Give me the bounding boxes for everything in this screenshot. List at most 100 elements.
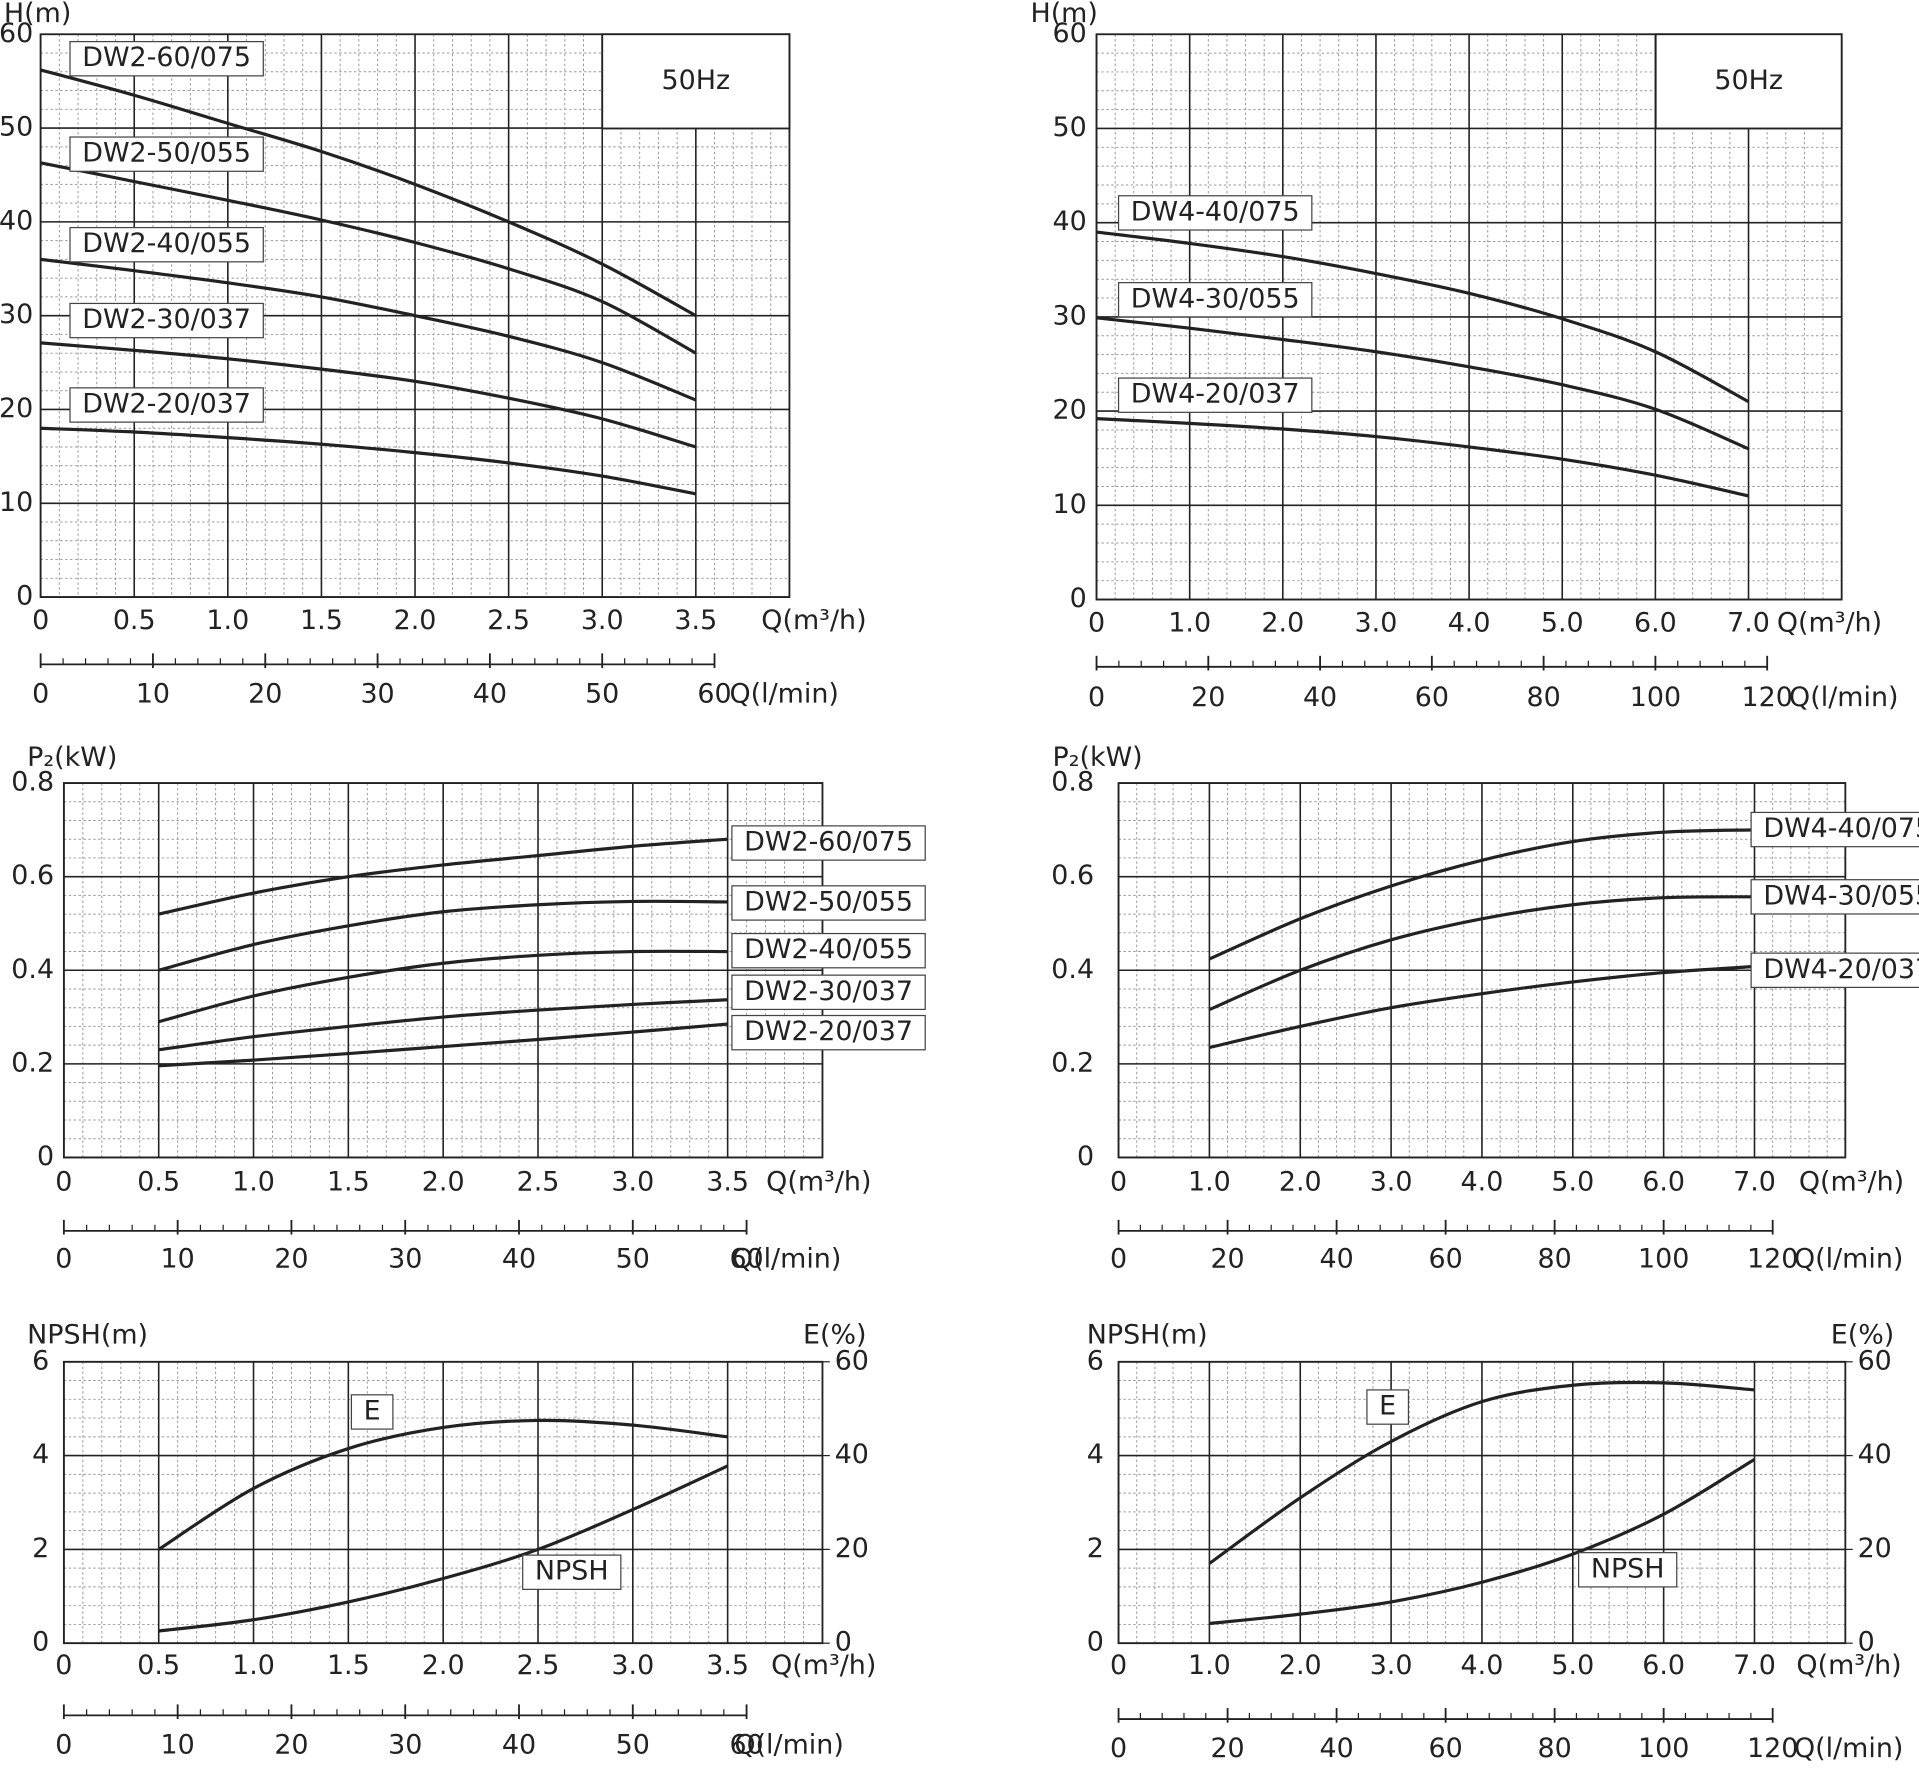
series-line xyxy=(1096,316,1750,451)
x2-tick-label: 60 xyxy=(697,678,731,709)
x-tick-label: 2.5 xyxy=(517,1167,560,1198)
chart-panel: 0 1.0 2.0 3.0 4.0 5.0 6.0 7.0 0 0.2 0.4 0.6 0.8P₂(kW… xyxy=(1051,742,1919,1275)
x-axis-title: Q(m³/h) xyxy=(1796,1650,1901,1681)
x-axis-title: Q(m³/h) xyxy=(766,1167,871,1198)
x2-tick-label: 40 xyxy=(1303,682,1337,713)
y-tick-label: 0.6 xyxy=(11,860,54,891)
x-tick-label: 5.0 xyxy=(1541,608,1584,639)
x-tick-label: 0 xyxy=(32,605,49,636)
y-tick-label: 0.2 xyxy=(1051,1047,1094,1078)
y2-tick-label: 0 xyxy=(1858,1627,1875,1658)
series-label: E xyxy=(1379,1391,1396,1422)
y-tick-label: 10 xyxy=(0,487,33,518)
y-tick-label: 0 xyxy=(1070,583,1087,614)
y-tick-label: 20 xyxy=(1052,395,1086,426)
y-tick-label: 0 xyxy=(1077,1141,1094,1172)
y2-tick-label: 20 xyxy=(835,1533,869,1564)
series-label-box xyxy=(1117,282,1313,318)
x2-tick-label: 50 xyxy=(585,678,619,709)
x2-tick-label: 120 xyxy=(1747,1733,1798,1764)
x2-tick-label: 40 xyxy=(1319,1244,1353,1275)
x2-tick-label: 20 xyxy=(248,678,282,709)
x2-tick-label: 120 xyxy=(1741,682,1792,713)
x-tick-label: 2.0 xyxy=(422,1167,465,1198)
chart-panel: 0 1.0 2.0 3.0 4.0 5.0 6.0 7.00102030405060H(m)Q… xyxy=(1030,0,1898,713)
y-tick-label: 6 xyxy=(1087,1345,1104,1376)
x-tick-label: 2.0 xyxy=(1279,1167,1322,1198)
x-axis-title: Q(m³/h) xyxy=(1777,608,1882,639)
series-line xyxy=(1208,895,1755,1012)
x2-tick-label: 80 xyxy=(1538,1733,1572,1764)
x2-tick-label: 50 xyxy=(616,1729,650,1760)
x2-tick-label: 20 xyxy=(1210,1244,1244,1275)
y-tick-label: 50 xyxy=(0,112,33,143)
y-tick-label: 40 xyxy=(0,205,33,236)
x2-tick-label: 40 xyxy=(502,1244,536,1275)
x2-tick-label: 60 xyxy=(729,1244,763,1275)
series-label: E xyxy=(364,1395,381,1426)
x2-tick-label: 0 xyxy=(1110,1244,1127,1275)
chart-panel: 0 0.5 1.0 1.5 2.0 2.5 3.0 3.5 0 0.2 0.4 0.6 0.8P₂(kW… xyxy=(11,742,926,1275)
x-tick-label: 1.0 xyxy=(1188,1167,1231,1198)
series-label: DW4-40/075 xyxy=(1763,813,1919,844)
y-tick-label: 0.8 xyxy=(11,767,54,798)
y2-tick-label: 60 xyxy=(835,1345,869,1376)
series-label: DW2-30/037 xyxy=(82,304,251,335)
y-axis-title: P₂(kW) xyxy=(1052,742,1142,773)
y-tick-label: 0.4 xyxy=(11,954,54,985)
series-label: DW2-60/075 xyxy=(82,42,251,73)
x2-axis-title: Q(l/min) xyxy=(1794,1733,1903,1764)
x-tick-label: 3.5 xyxy=(674,605,717,636)
series-label-box xyxy=(731,885,926,921)
series-label: DW4-30/055 xyxy=(1131,283,1300,314)
series-label: DW2-40/055 xyxy=(744,934,913,965)
x-tick-label: 2.5 xyxy=(487,605,530,636)
y-tick-label: 0.4 xyxy=(1051,954,1094,985)
y2-tick-label: 0 xyxy=(835,1627,852,1658)
series-label-box xyxy=(1750,952,1919,989)
x2-axis-title: Q(l/min) xyxy=(734,1729,843,1760)
x2-tick-label: 60 xyxy=(1428,1733,1462,1764)
y-tick-label: 30 xyxy=(1052,300,1086,331)
series-label: DW4-20/037 xyxy=(1763,954,1919,985)
x-tick-label: 1.0 xyxy=(1168,608,1211,639)
x2-tick-label: 60 xyxy=(1415,682,1449,713)
series-line xyxy=(40,161,697,355)
series-line xyxy=(158,1022,728,1068)
x-tick-label: 4.0 xyxy=(1461,1167,1504,1198)
series-label-box xyxy=(69,226,264,263)
y2-axis-title: E(%) xyxy=(1831,1320,1895,1351)
y-tick-label: 50 xyxy=(1052,112,1086,143)
y-tick-label: 4 xyxy=(1087,1439,1104,1470)
x-axis-title: Q(m³/h) xyxy=(761,605,866,636)
y-tick-label: 2 xyxy=(32,1533,49,1564)
y-tick-label: 40 xyxy=(1052,206,1086,237)
series-label-box xyxy=(522,1554,622,1590)
y-tick-label: 0.2 xyxy=(11,1047,54,1078)
x2-tick-label: 100 xyxy=(1630,682,1681,713)
series-label: DW4-40/075 xyxy=(1131,196,1300,227)
series-line xyxy=(1209,964,1755,1050)
x-tick-label: 2.0 xyxy=(394,605,437,636)
x2-tick-label: 40 xyxy=(473,678,507,709)
series-line xyxy=(158,1464,729,1633)
x-tick-label: 0.5 xyxy=(113,605,156,636)
y2-tick-label: 40 xyxy=(1858,1439,1892,1470)
x-tick-label: 2.0 xyxy=(1261,608,1304,639)
series-label-box xyxy=(1750,811,1919,848)
x-tick-label: 6.0 xyxy=(1642,1167,1685,1198)
y2-tick-label: 60 xyxy=(1858,1345,1892,1376)
x2-tick-label: 20 xyxy=(1191,682,1225,713)
x2-tick-label: 60 xyxy=(1428,1244,1462,1275)
annotation: 50Hz xyxy=(1714,65,1783,96)
y2-tick-label: 40 xyxy=(835,1439,869,1470)
series-label-box xyxy=(1117,377,1313,413)
x2-tick-label: 10 xyxy=(161,1729,195,1760)
series-line xyxy=(1096,230,1750,404)
x-tick-label: 4.0 xyxy=(1461,1650,1504,1681)
chart-panel: 0 0.5 1.0 1.5 2.0 2.5 3.0 3.502460204060NPSH(m)… xyxy=(27,1320,876,1761)
x2-axis-title: Q(l/min) xyxy=(732,1244,841,1275)
x-tick-label: 6.0 xyxy=(1634,608,1677,639)
series-line xyxy=(40,68,697,318)
